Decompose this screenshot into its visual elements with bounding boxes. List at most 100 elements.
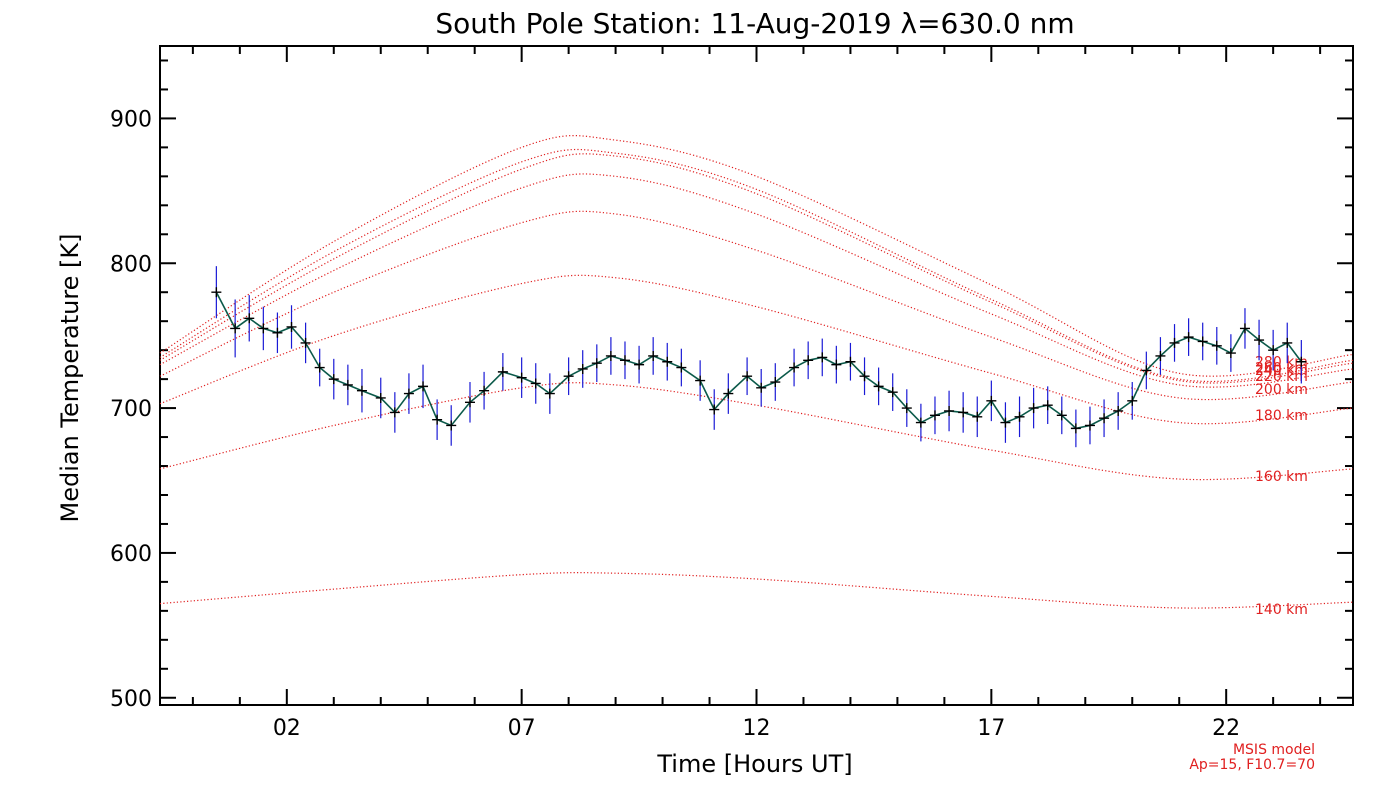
data-point-marker xyxy=(464,397,475,408)
data-point-marker xyxy=(944,405,955,416)
data-point-marker xyxy=(873,381,884,392)
data-point-marker xyxy=(389,407,400,418)
chart-title: South Pole Station: 11-Aug-2019 λ=630.0 … xyxy=(435,7,1074,40)
data-point-marker xyxy=(1296,356,1307,367)
plot-area xyxy=(159,45,1354,706)
data-point-marker xyxy=(258,323,269,334)
msis-model-note-title: MSIS model xyxy=(1233,742,1315,758)
data-point-marker xyxy=(915,417,926,428)
msis-curve-160-km xyxy=(159,382,1354,481)
data-point-marker xyxy=(770,377,781,388)
y-tick-label: 700 xyxy=(110,397,152,422)
x-tick-label: 17 xyxy=(977,716,1005,741)
msis-curve-label: 220 km xyxy=(1255,369,1308,385)
data-point-marker xyxy=(1197,336,1208,347)
y-tick-label: 600 xyxy=(110,542,152,567)
data-point-marker xyxy=(1141,365,1152,376)
data-point-marker xyxy=(1056,410,1067,421)
data-point-marker xyxy=(1070,423,1081,434)
data-point-marker xyxy=(577,363,588,374)
data-point-marker xyxy=(342,379,353,390)
msis-curve-label: 240 km xyxy=(1255,363,1308,379)
data-point-marker xyxy=(328,374,339,385)
data-point-marker xyxy=(230,323,241,334)
data-point-marker xyxy=(887,387,898,398)
msis-curve-220-km xyxy=(159,173,1354,388)
x-axis: 02 07 12 17 22 xyxy=(191,46,1322,741)
data-point-marker xyxy=(356,385,367,396)
msis-model-note-params: Ap=15, F10.7=70 xyxy=(1189,757,1315,773)
data-point-marker xyxy=(375,392,386,403)
data-point-marker xyxy=(300,337,311,348)
data-point-marker xyxy=(929,410,940,421)
data-point-marker xyxy=(1254,335,1265,346)
data-point-marker xyxy=(446,420,457,431)
data-point-marker xyxy=(1225,348,1236,359)
x-tick-label: 07 xyxy=(508,716,536,741)
data-point-marker xyxy=(479,385,490,396)
data-point-marker xyxy=(817,352,828,363)
data-point-marker xyxy=(1239,323,1250,334)
x-tick-label: 02 xyxy=(273,716,301,741)
data-point-marker xyxy=(516,372,527,383)
y-axis-label: Median Temperature [K] xyxy=(56,233,84,522)
data-point-marker xyxy=(1084,420,1095,431)
data-point-marker xyxy=(1028,403,1039,414)
data-point-marker xyxy=(972,411,983,422)
data-point-marker xyxy=(1113,405,1124,416)
msis-curve-180-km xyxy=(159,274,1354,425)
data-point-marker xyxy=(695,375,706,386)
data-point-marker xyxy=(901,403,912,414)
msis-curve-label: 140 km xyxy=(1255,602,1308,618)
msis-curve-label: 260 km xyxy=(1255,360,1308,376)
y-tick-label: 500 xyxy=(110,687,152,712)
msis-curve-label: 200 km xyxy=(1255,382,1308,398)
data-point-marker xyxy=(272,327,283,338)
data-point-marker xyxy=(1282,337,1293,348)
data-point-marker xyxy=(418,381,429,392)
msis-curve-label: 160 km xyxy=(1255,469,1308,485)
data-point-marker xyxy=(831,359,842,370)
data-point-marker xyxy=(563,371,574,382)
data-point-marker xyxy=(634,359,645,370)
data-point-marker xyxy=(544,388,555,399)
data-point-marker xyxy=(619,355,630,366)
data-point-marker xyxy=(742,371,753,382)
data-point-marker xyxy=(859,371,870,382)
data-point-marker xyxy=(403,388,414,399)
data-point-marker xyxy=(497,366,508,377)
data-point-marker xyxy=(1014,411,1025,422)
data-series-line xyxy=(215,291,1302,430)
x-tick-label: 12 xyxy=(743,716,771,741)
plot-frame xyxy=(159,45,1354,706)
msis-curve-200-km xyxy=(159,210,1354,401)
data-point-marker xyxy=(1211,340,1222,351)
msis-curve-140-km xyxy=(159,572,1354,609)
data-point-marker xyxy=(1268,345,1279,356)
y-axis: 500 600 700 800 900 xyxy=(110,59,1353,712)
msis-curve-280-km xyxy=(159,135,1354,377)
data-point-marker xyxy=(1000,417,1011,428)
data-markers xyxy=(211,287,1307,434)
data-point-marker xyxy=(1099,413,1110,424)
data-point-marker xyxy=(591,358,602,369)
x-tick-label: 22 xyxy=(1212,716,1240,741)
data-point-marker xyxy=(1155,350,1166,361)
data-point-marker xyxy=(986,395,997,406)
data-point-marker xyxy=(1169,337,1180,348)
msis-curve-label: 180 km xyxy=(1255,408,1308,424)
msis-curve-240-km xyxy=(159,153,1354,384)
data-point-marker xyxy=(648,350,659,361)
data-point-marker xyxy=(1042,400,1053,411)
data-point-marker xyxy=(803,355,814,366)
y-tick-label: 800 xyxy=(110,252,152,277)
error-bars xyxy=(215,266,1302,448)
data-point-marker xyxy=(530,378,541,389)
data-point-marker xyxy=(662,356,673,367)
data-point-marker xyxy=(676,362,687,373)
data-point-marker xyxy=(789,362,800,373)
msis-model-curves xyxy=(159,135,1354,609)
data-point-marker xyxy=(286,321,297,332)
